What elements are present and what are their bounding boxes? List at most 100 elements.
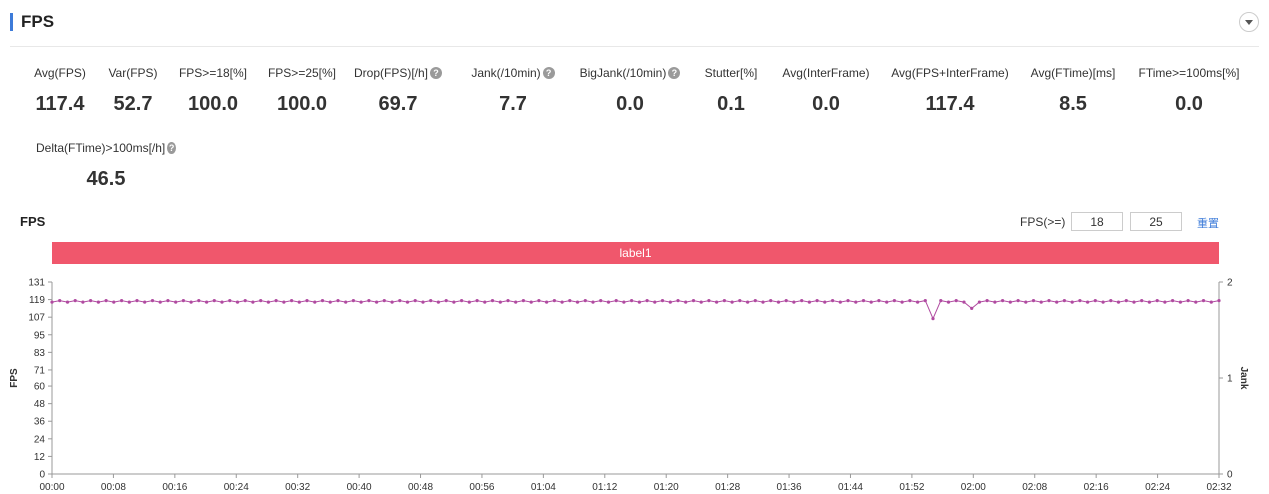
fps-data-point: [977, 300, 982, 304]
fps-data-point: [336, 299, 340, 303]
fps-data-point: [73, 299, 77, 303]
fps-data-point: [970, 306, 974, 310]
y-tick-label: 95: [34, 330, 46, 341]
metric-avg-ftime-ms: Avg(FTime)[ms] 8.5: [1003, 66, 1143, 115]
fps-data-point: [637, 300, 642, 304]
fps-data-point: [591, 300, 595, 304]
fps-data-point: [1132, 300, 1136, 304]
fps-data-point: [344, 300, 348, 304]
metric-value: 0.0: [616, 93, 644, 115]
fps-data-point: [1062, 299, 1066, 303]
fps-data-point: [1070, 300, 1074, 304]
x-tick-label: 02:16: [1084, 482, 1109, 493]
help-icon[interactable]: ?: [167, 142, 176, 154]
y-tick-label: 36: [34, 417, 46, 428]
help-icon[interactable]: ?: [430, 67, 442, 79]
metric-ftime-100ms: FTime>=100ms[%] 0.0: [1119, 66, 1259, 115]
fps-data-point: [892, 299, 897, 303]
fps-data-point: [931, 317, 935, 321]
metric-value: 117.4: [35, 93, 85, 115]
fps-data-point: [112, 300, 116, 304]
metric-value: 8.5: [1059, 93, 1087, 115]
fps-data-point: [807, 300, 812, 304]
fps-data-point: [885, 300, 889, 304]
fps-data-point: [490, 299, 495, 303]
fps-data-point: [861, 299, 866, 303]
fps-data-point: [120, 299, 124, 303]
metric-value: 7.7: [499, 93, 527, 115]
fps-data-point: [521, 299, 526, 303]
x-tick-label: 00:08: [101, 482, 126, 493]
fps-data-point: [939, 299, 943, 303]
metric-value: 52.7: [113, 93, 153, 115]
fps-data-point: [653, 300, 657, 304]
fps-data-point: [645, 299, 649, 303]
fps-data-point: [475, 299, 479, 303]
fps-data-point: [205, 300, 209, 304]
threshold-input-1[interactable]: [1071, 212, 1123, 231]
fps-data-point: [390, 300, 394, 304]
fps-data-point: [1116, 300, 1121, 304]
metric-value: 100.0: [276, 93, 328, 115]
fps-data-point: [174, 300, 178, 304]
x-tick-label: 00:56: [469, 482, 494, 493]
fps-data-point: [1101, 300, 1105, 304]
y-tick-label: 107: [28, 313, 45, 324]
fps-data-point: [1217, 299, 1221, 303]
fps-data-point: [854, 300, 858, 304]
fps-data-point: [452, 300, 456, 304]
fps-data-point: [815, 299, 819, 303]
help-icon[interactable]: ?: [542, 67, 555, 79]
fps-data-point: [877, 299, 881, 303]
metric-value: 117.4: [925, 93, 975, 115]
fps-data-point: [104, 299, 108, 303]
x-tick-label: 01:44: [838, 482, 863, 493]
x-tick-label: 00:40: [347, 482, 372, 493]
fps-data-point: [776, 300, 781, 304]
x-tick-label: 01:20: [654, 482, 679, 493]
y-tick-label: 0: [39, 470, 45, 481]
threshold-label: FPS(>=): [1020, 215, 1066, 229]
fps-data-point: [738, 299, 742, 303]
fps-data-point: [460, 299, 464, 303]
metric-label: Avg(InterFrame): [782, 66, 870, 80]
x-tick-label: 02:32: [1206, 482, 1231, 493]
fps-data-point: [583, 299, 587, 303]
fps-data-point: [568, 299, 572, 303]
fps-data-point: [699, 300, 703, 304]
label-band[interactable]: label1: [52, 242, 1219, 264]
help-icon[interactable]: ?: [668, 67, 681, 79]
fps-data-point: [266, 300, 270, 304]
fps-data-point: [838, 300, 842, 304]
collapse-toggle-icon[interactable]: [1239, 12, 1259, 32]
fps-data-point: [359, 300, 363, 304]
fps-data-point: [189, 300, 193, 304]
threshold-input-2[interactable]: [1130, 212, 1182, 231]
fps-data-point: [127, 300, 131, 304]
y2-axis-label: Jank: [1238, 367, 1249, 390]
metric-value: 0.1: [717, 93, 745, 115]
y2-tick-label: 0: [1227, 470, 1233, 481]
metric-label: Var(FPS): [108, 66, 158, 80]
fps-data-point: [429, 299, 433, 303]
fps-data-point: [1194, 300, 1198, 304]
fps-data-point: [537, 299, 541, 303]
fps-data-point: [1055, 300, 1059, 304]
y-tick-label: 71: [34, 365, 46, 376]
metric-drop-fps-h: Drop(FPS)[/h]? 69.7: [328, 66, 468, 115]
fps-data-point: [614, 299, 618, 303]
metric-bigjank-10min: BigJank(/10min)? 0.0: [560, 66, 700, 115]
fps-data-point: [753, 299, 757, 303]
fps-data-point: [869, 300, 873, 304]
fps-data-point: [1016, 299, 1020, 303]
metric-jank-10min: Jank(/10min)? 7.7: [443, 66, 583, 115]
metric-avg-fps: Avg(FPS) 117.4: [0, 66, 130, 115]
fps-data-point: [1178, 300, 1182, 304]
y-tick-label: 83: [34, 348, 46, 359]
fps-data-point: [259, 299, 263, 303]
metric-value: 69.7: [378, 93, 418, 115]
fps-data-point: [158, 300, 162, 304]
reset-button[interactable]: 重置: [1197, 218, 1219, 230]
x-tick-label: 00:00: [39, 482, 64, 493]
